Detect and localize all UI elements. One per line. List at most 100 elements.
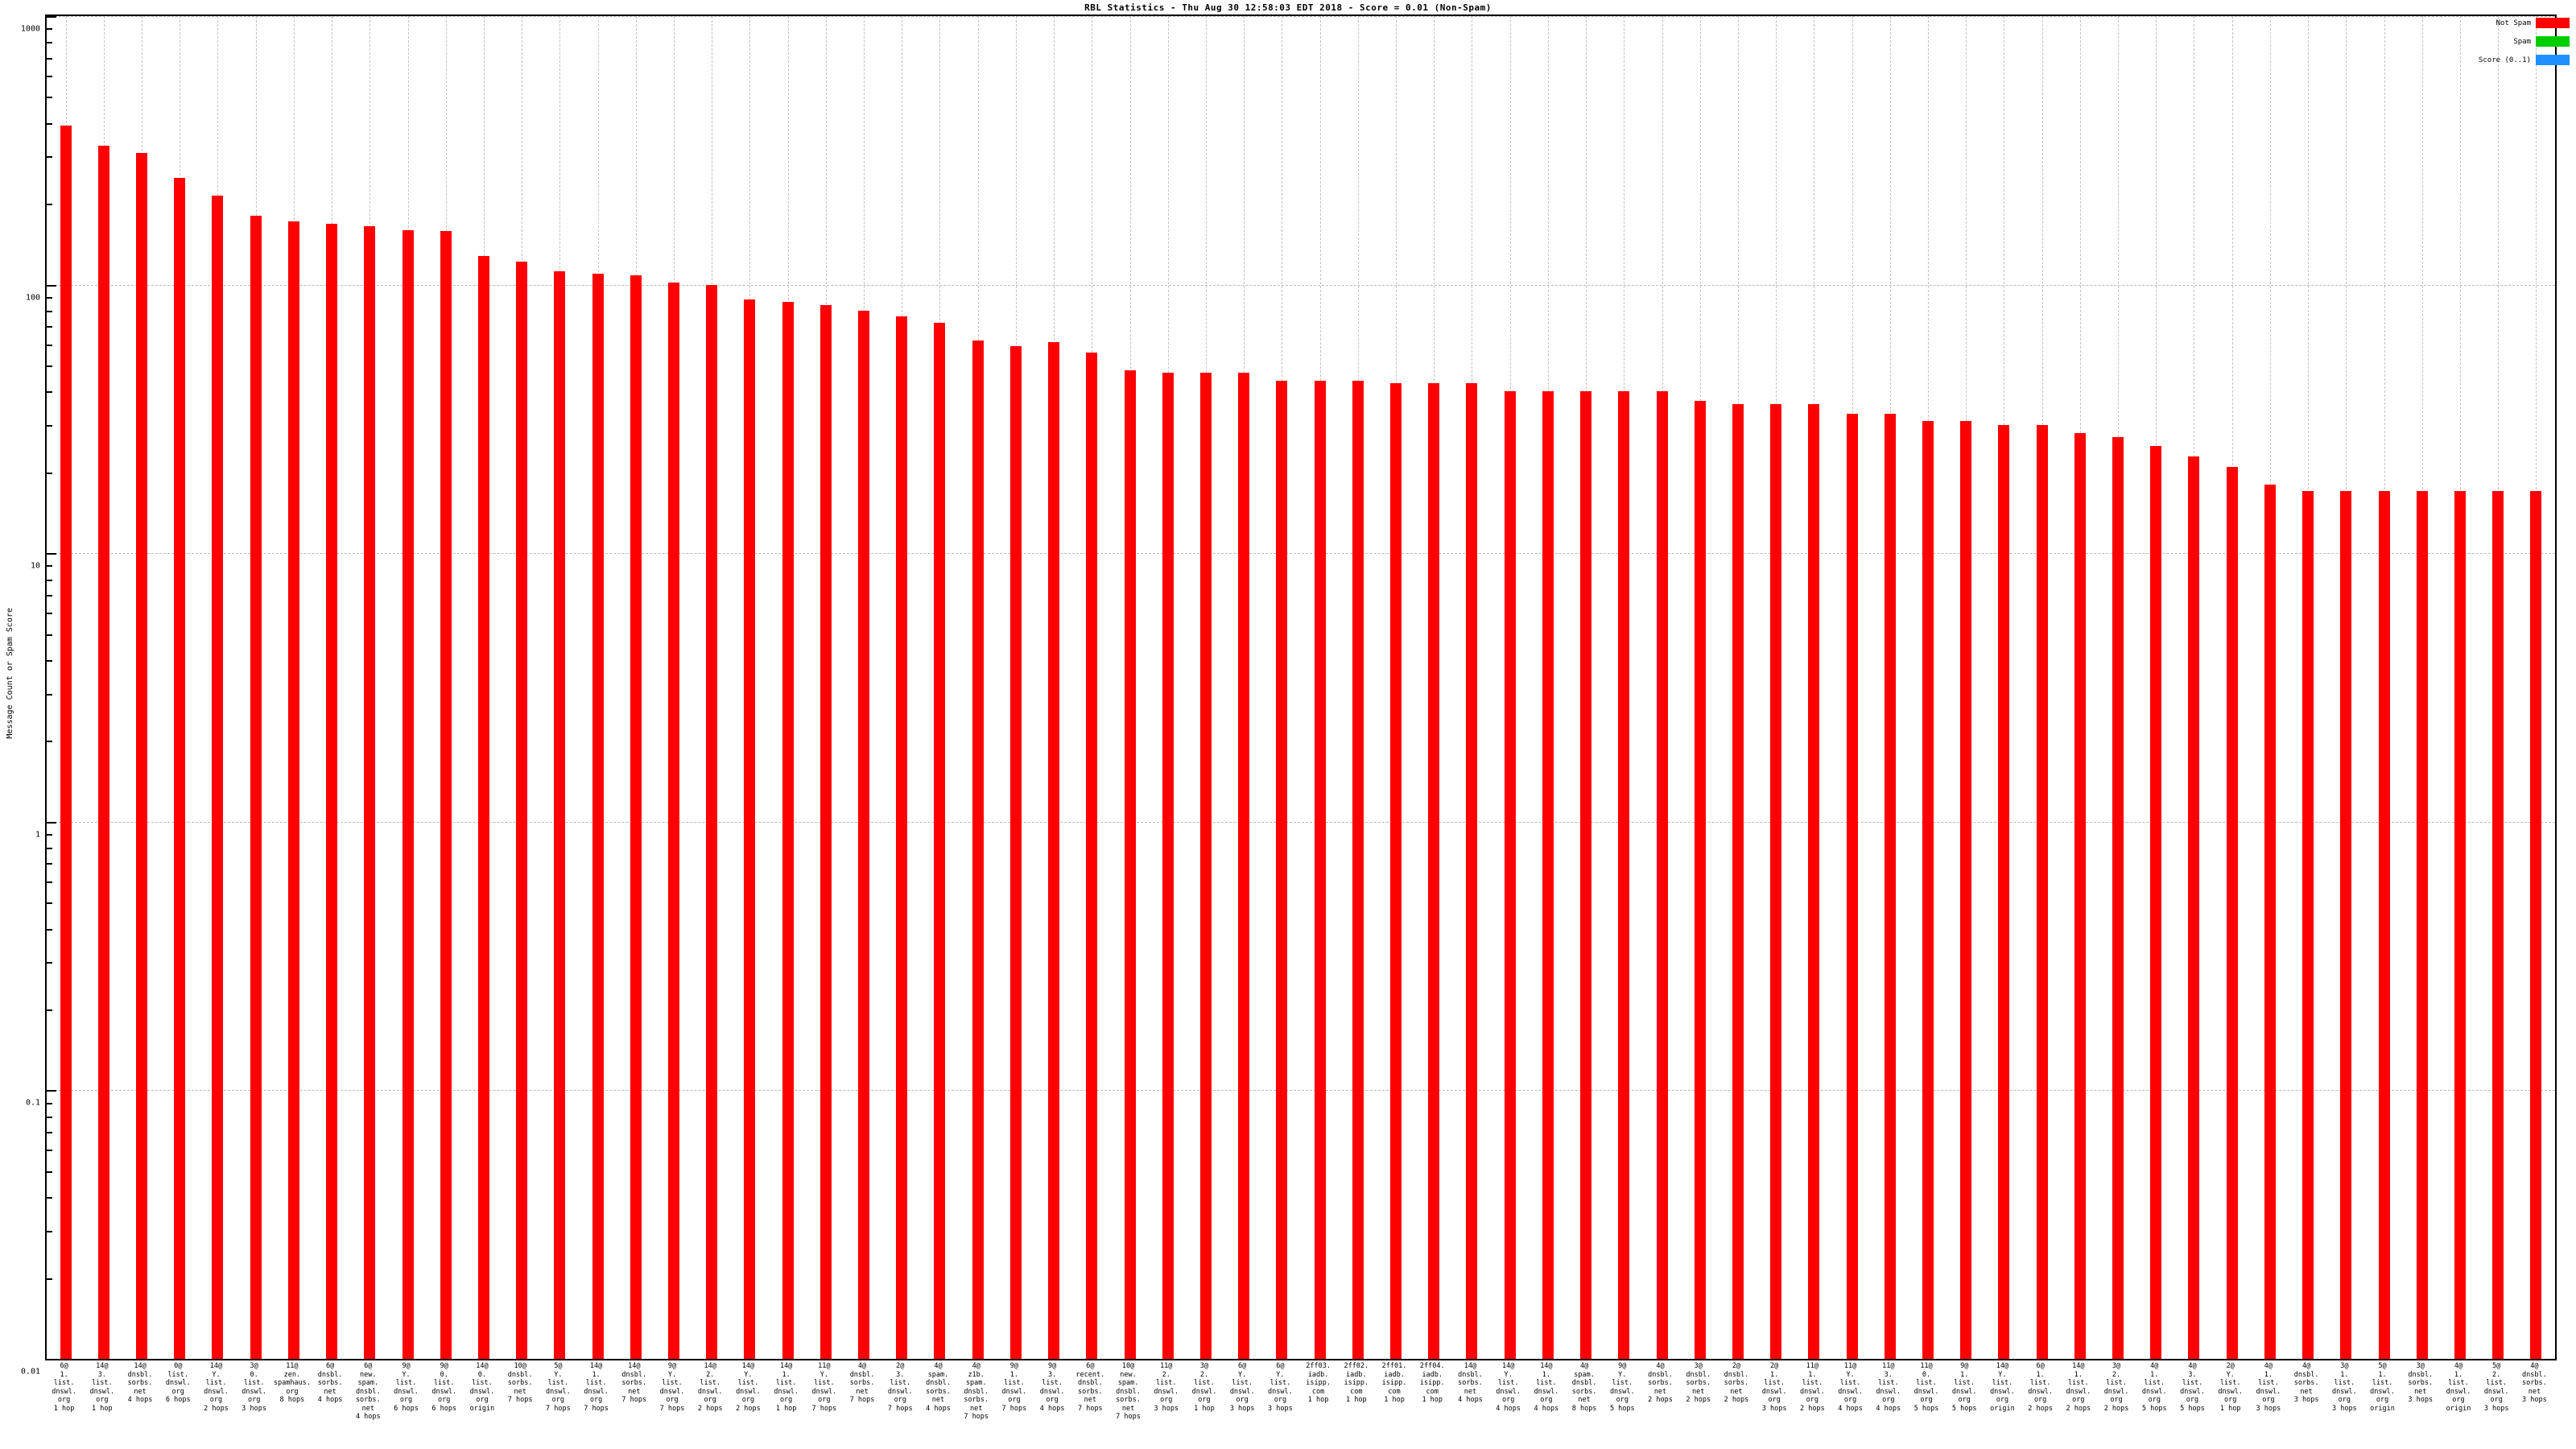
bar <box>819 304 832 1359</box>
x-axis-tick-label: 4@ dnsbl. sorbs. net 2 hops <box>1648 1362 1673 1404</box>
bar <box>2340 491 2352 1359</box>
y-axis-minor-tick <box>45 391 52 394</box>
x-axis-tick-label: 14@ 2. list. dnswl. org 2 hops <box>697 1362 723 1413</box>
y-axis-tick-label: 10 <box>30 561 40 571</box>
x-axis-tick-label: 11@ Y. list. dnswl. org 7 hops <box>811 1362 837 1413</box>
y-axis-minor-tick <box>45 156 52 159</box>
legend-item: Not Spam <box>2425 16 2570 30</box>
y-axis-tick <box>45 1359 56 1360</box>
x-axis-tick-label: 9@ 1. list. dnswl. org 7 hops <box>1001 1362 1027 1413</box>
bar-series <box>47 16 2555 1359</box>
x-axis-tick-label: 4@ 1. list. dnswl. org origin <box>2446 1362 2471 1413</box>
y-axis-minor-tick <box>45 296 52 299</box>
x-axis-tick-label: 6@ Y. list. dnswl. org 3 hops <box>1268 1362 1293 1413</box>
x-axis-tick-label: 11@ 3. list. dnswl. org 4 hops <box>1876 1362 1901 1413</box>
gridline-horizontal <box>47 1090 2555 1092</box>
bar <box>2074 433 2086 1359</box>
y-axis-minor-tick <box>45 425 52 427</box>
y-axis-minor-tick <box>45 1230 52 1232</box>
x-axis-tick-label: 6@ Y. list. dnswl. org 3 hops <box>1229 1362 1255 1413</box>
x-axis-tick-label: 5@ Y. list. dnswl. org 7 hops <box>546 1362 571 1413</box>
y-axis-minor-tick <box>45 365 52 368</box>
y-axis-tick <box>45 821 56 824</box>
x-axis-tick-label: 14@ Y. list. dnswl. org origin <box>1990 1362 2015 1413</box>
x-axis-tick-label: 2@ 1. list. dnswl. org 3 hops <box>1761 1362 1787 1413</box>
x-axis-tick-label: 2ff03. iadb. isipp. com 1 hop <box>1306 1362 1331 1404</box>
bar <box>896 316 908 1359</box>
bar <box>1998 425 2010 1359</box>
x-axis-tick-label: 11@ zen. spamhaus. org 8 hops <box>273 1362 311 1404</box>
bar <box>1009 346 1022 1359</box>
y-axis-minor-tick <box>45 1278 52 1280</box>
bar <box>2378 491 2390 1359</box>
x-axis-tick-label: 6@ dnsbl. sorbs. net 4 hops <box>317 1362 343 1404</box>
y-axis-tick-label: 1 <box>35 830 40 840</box>
legend-item: Spam <box>2425 35 2570 48</box>
gridline-horizontal <box>47 553 2555 555</box>
bar <box>326 224 338 1359</box>
y-axis-minor-tick <box>45 693 52 696</box>
bar <box>2530 491 2542 1359</box>
y-axis-minor-tick <box>45 42 52 44</box>
x-axis-tick-label: 6@ recent. dnsbl. sorbs. net 7 hops <box>1075 1362 1105 1413</box>
x-axis-tick-label: 14@ dnsbl. sorbs. net 7 hops <box>621 1362 647 1404</box>
chart-title: RBL Statistics - Thu Aug 30 12:58:03 EDT… <box>1084 2 1492 13</box>
bar <box>2112 437 2124 1359</box>
y-axis-minor-tick <box>45 634 52 636</box>
bar <box>1314 380 1326 1359</box>
bar <box>668 282 679 1359</box>
bar <box>1694 400 1706 1359</box>
bar <box>1846 414 1858 1359</box>
x-axis-tick-label: 4@ dnsbl. sorbs. net 7 hops <box>849 1362 875 1404</box>
bar <box>1504 391 1516 1359</box>
bar <box>1808 403 1820 1359</box>
y-axis-minor-tick <box>45 928 52 931</box>
x-axis-tick-label: 6@ 1. list. dnswl. org 1 hop <box>52 1362 76 1413</box>
bar <box>744 299 756 1359</box>
y-axis-minor-tick <box>45 97 52 99</box>
y-axis-minor-tick <box>45 57 52 60</box>
y-axis-minor-tick <box>45 659 52 662</box>
bar <box>858 310 870 1359</box>
y-axis-minor-tick <box>45 1170 52 1173</box>
y-axis-tick-label: 0.1 <box>25 1098 40 1108</box>
bar <box>1466 382 1478 1359</box>
bar <box>782 302 794 1359</box>
bar <box>1770 403 1782 1359</box>
x-axis-tick-label: 9@ Y. list. dnswl. org 6 hops <box>394 1362 419 1413</box>
y-axis-minor-tick <box>45 76 52 77</box>
y-axis-minor-tick <box>45 326 52 328</box>
x-axis-tick-label: 4@ 1. list. dnswl. org 3 hops <box>2256 1362 2281 1413</box>
bar <box>1390 382 1402 1359</box>
legend-item-label: Not Spam <box>2496 19 2531 27</box>
y-axis-minor-tick <box>45 472 52 474</box>
y-axis-tick <box>45 1090 56 1092</box>
y-axis-minor-tick <box>45 1132 52 1134</box>
y-axis-minor-tick <box>45 1116 52 1118</box>
x-axis-tick-label: 6@ 1. list. dnswl. org 2 hops <box>2028 1362 2053 1413</box>
bar <box>97 145 109 1359</box>
legend-item-label: Spam <box>2513 37 2531 46</box>
bar <box>287 221 299 1359</box>
bar <box>2036 425 2048 1359</box>
x-axis-tick-label: 4@ dnsbl. sorbs. net 3 hops <box>2522 1362 2547 1404</box>
bar <box>1162 373 1174 1359</box>
bar <box>174 177 186 1359</box>
bar <box>402 229 414 1359</box>
x-axis-labels: 6@ 1. list. dnswl. org 1 hop 14@ 3. list.… <box>45 1362 2557 1447</box>
x-axis-tick-label: 4@ spam. dnsbl. sorbs. net 8 hops <box>1571 1362 1597 1413</box>
y-axis-minor-tick <box>45 594 52 597</box>
bar <box>1238 373 1250 1359</box>
x-axis-tick-label: 6@ new. spam. dnsbl. sorbs. net 4 hops <box>355 1362 381 1421</box>
y-axis-tick-label: 0.01 <box>20 1367 40 1377</box>
bar <box>1352 380 1364 1359</box>
y-axis-labels: 1000 100 10 1 0.1 0.01 <box>0 14 42 1377</box>
y-axis-tick <box>45 553 56 555</box>
bar <box>136 152 148 1359</box>
x-axis-tick-label: 2@ Y. list. dnswl. org 1 hop <box>2218 1362 2244 1413</box>
x-axis-tick-label: 4@ 3. list. dnswl. org 5 hops <box>2180 1362 2205 1413</box>
y-axis-minor-tick <box>45 1102 52 1104</box>
bar <box>1276 380 1288 1359</box>
y-axis-minor-tick <box>45 565 52 568</box>
bar <box>1656 391 1668 1359</box>
